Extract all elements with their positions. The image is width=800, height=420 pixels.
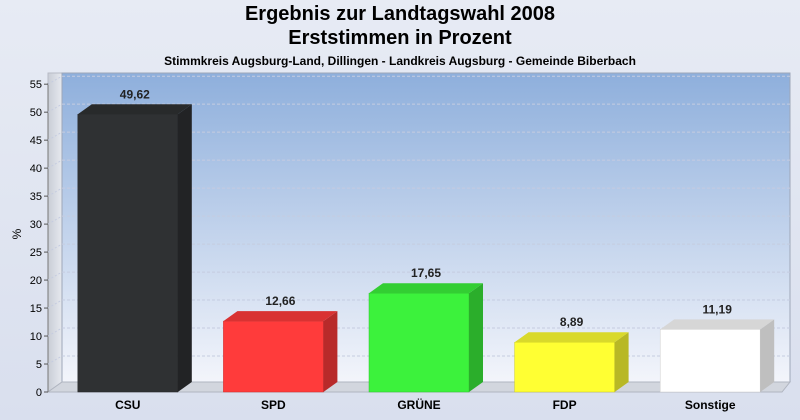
x-axis-label: FDP bbox=[553, 398, 577, 412]
bar-value-label: 12,66 bbox=[265, 294, 295, 308]
y-axis-label: % bbox=[10, 228, 24, 239]
bar-spd bbox=[223, 311, 338, 393]
y-tick-label: 55 bbox=[30, 79, 42, 91]
bar-csu bbox=[77, 104, 192, 393]
grid-line-side bbox=[47, 215, 63, 225]
bar-front bbox=[514, 341, 615, 393]
y-tick-label: 15 bbox=[30, 303, 42, 315]
grid-line-side bbox=[47, 327, 63, 337]
y-tick-label: 10 bbox=[30, 331, 42, 343]
grid-line-side bbox=[47, 355, 63, 365]
y-tick-label: 20 bbox=[30, 275, 42, 287]
grid-line-side bbox=[47, 131, 63, 141]
grid-line-side bbox=[47, 271, 63, 281]
grid-line-side bbox=[47, 299, 63, 309]
bar-side bbox=[177, 104, 192, 392]
bar-grüne bbox=[368, 283, 483, 393]
bar-front bbox=[223, 320, 324, 393]
bar-value-label: 8,89 bbox=[560, 315, 584, 329]
bar-sonstige bbox=[659, 319, 775, 393]
bar-top bbox=[660, 319, 775, 330]
y-axis-ticks: 0 5 10 15 20 25 30 35 40 45 50 55 bbox=[30, 79, 48, 399]
x-axis-labels: CSU SPD GRÜNE FDP Sonstige bbox=[115, 397, 736, 412]
grid-line-side bbox=[47, 243, 63, 253]
grid-line-side bbox=[47, 159, 63, 169]
y-tick-label: 35 bbox=[30, 191, 42, 203]
x-axis-label: CSU bbox=[115, 398, 140, 412]
x-axis-label: Sonstige bbox=[685, 398, 736, 412]
grid-line-side bbox=[47, 75, 63, 85]
bar-front bbox=[77, 114, 179, 393]
y-tick-label: 50 bbox=[30, 107, 42, 119]
grid-line-side bbox=[47, 103, 63, 113]
bars: 49,62 12,66 17,65 8,89 11,19 bbox=[77, 87, 775, 393]
chart-title: Ergebnis zur Landtagswahl 2008 bbox=[244, 3, 556, 25]
grid-line-side bbox=[47, 187, 63, 197]
bar-side bbox=[614, 332, 629, 392]
chart-region-subtitle: Stimmkreis Augsburg-Land, Dillingen - La… bbox=[164, 54, 636, 68]
bar-front bbox=[368, 292, 470, 393]
bar-front bbox=[659, 329, 761, 393]
bar-side bbox=[323, 311, 338, 392]
y-tick-label: 0 bbox=[36, 387, 42, 399]
bar-side bbox=[469, 283, 483, 392]
bar-fdp bbox=[514, 332, 629, 393]
chart-subtitle: Erststimmen in Prozent bbox=[288, 27, 512, 49]
y-tick-label: 30 bbox=[30, 219, 42, 231]
bar-value-label: 11,19 bbox=[703, 302, 733, 316]
y-tick-label: 45 bbox=[30, 135, 42, 147]
bar-top bbox=[77, 104, 192, 115]
bar-value-label: 49,62 bbox=[120, 87, 150, 101]
y-tick-label: 25 bbox=[30, 247, 42, 259]
bar-top bbox=[369, 283, 483, 294]
x-axis-label: SPD bbox=[261, 398, 286, 412]
y-tick-label: 5 bbox=[36, 359, 42, 371]
bar-top bbox=[223, 311, 338, 322]
x-axis-label: GRÜNE bbox=[397, 397, 440, 412]
bar-top bbox=[514, 332, 629, 343]
bar-value-label: 17,65 bbox=[411, 266, 441, 280]
bar-side bbox=[760, 319, 775, 392]
plot-left-wall bbox=[47, 72, 63, 393]
y-tick-label: 40 bbox=[30, 163, 42, 175]
